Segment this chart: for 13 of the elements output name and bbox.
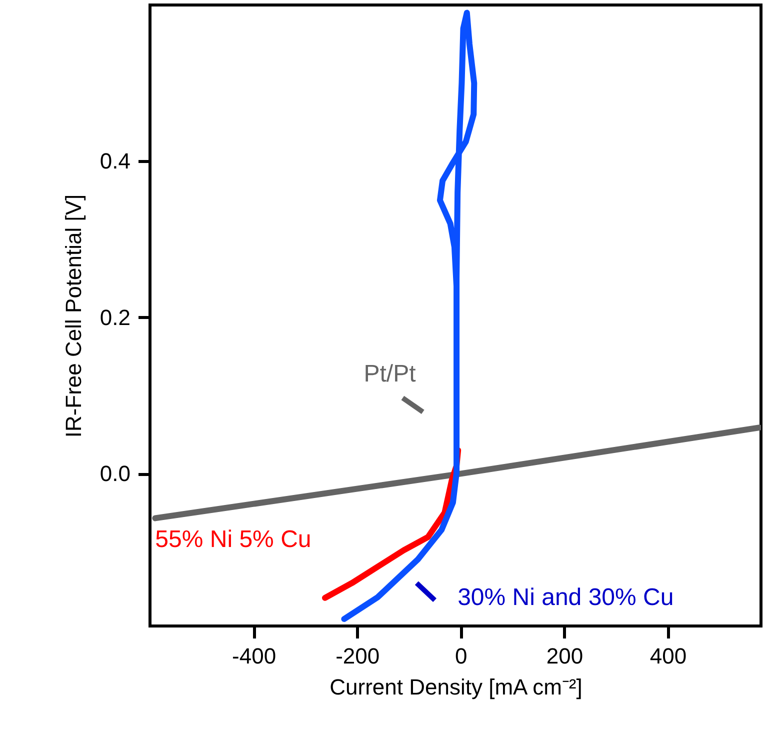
x-axis-title: Current Density [mA cm⁻²]: [330, 674, 582, 700]
y-tick-label: 0.2: [100, 304, 130, 330]
x-tick-label: -200: [336, 644, 380, 668]
x-tick-label: 0: [455, 644, 468, 668]
y-tick-label: 0.4: [100, 148, 130, 174]
text: Pt/Pt: [364, 360, 416, 388]
series-label: 30% Ni and 30% Cu: [458, 584, 674, 611]
series-label: 55% Ni 5% Cu: [155, 526, 312, 554]
y-axis-title: IR-Free Cell Potential [V]: [60, 194, 86, 438]
x-tick-label: -400: [232, 644, 276, 668]
y-tick-label: 0.0: [100, 461, 130, 486]
x-tick-label: 400: [650, 644, 687, 668]
x-tick-label: 200: [546, 644, 584, 668]
